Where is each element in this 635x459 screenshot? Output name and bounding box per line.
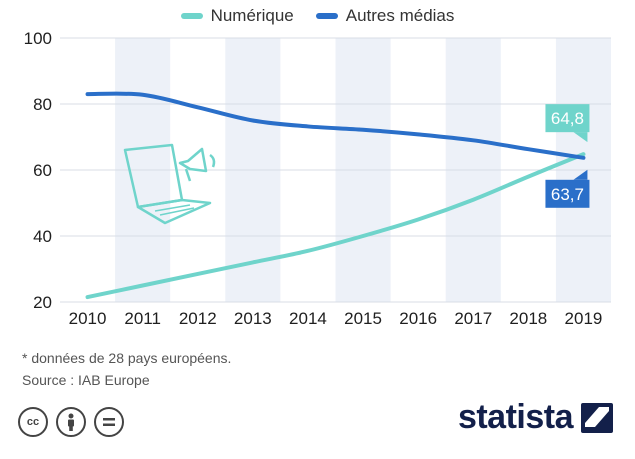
y-tick-label: 60 — [33, 161, 52, 180]
data-point — [362, 129, 364, 131]
statista-logo-icon — [581, 402, 613, 433]
data-point — [472, 199, 474, 201]
data-point — [142, 285, 144, 286]
data-point — [527, 148, 529, 150]
source-text: Source : IAB Europe — [22, 372, 150, 388]
legend-label-numerique: Numérique — [210, 6, 294, 25]
statista-logo[interactable]: statista — [458, 398, 613, 437]
data-point — [87, 93, 89, 95]
data-point — [527, 176, 529, 178]
cc-icon: cc — [18, 407, 48, 437]
data-point — [252, 261, 254, 263]
data-point — [87, 296, 89, 298]
nd-icon — [94, 407, 124, 437]
footnote-block: * données de 28 pays européens. Source :… — [22, 347, 231, 391]
legend-item-autres-medias: Autres médias — [315, 6, 455, 26]
value-label-box — [545, 104, 590, 133]
laptop-icon — [123, 143, 212, 225]
y-tick-label: 80 — [33, 95, 52, 114]
statista-wordmark: statista — [457, 398, 574, 436]
x-tick-label: 2013 — [234, 309, 272, 328]
value-label-0: 64,8 — [545, 104, 590, 143]
footnote-text: * données de 28 pays européens. — [22, 350, 232, 366]
data-point — [197, 106, 199, 108]
data-point — [307, 125, 309, 127]
x-tick-label: 2010 — [69, 309, 107, 328]
legend: Numérique Autres médias — [0, 6, 635, 26]
x-tick-label: 2019 — [565, 309, 603, 328]
legend-swatch-autres-medias — [315, 13, 338, 19]
data-point — [197, 273, 199, 275]
series-line-1 — [85, 91, 586, 160]
line-chart: 20 40 60 80 100 2010 2011 2012 2013 2014 2015 2016… — [24, 29, 611, 328]
value-label-text: 64,8 — [551, 109, 584, 128]
series-lines — [85, 91, 586, 300]
by-icon — [56, 407, 86, 437]
x-tick-label: 2016 — [399, 309, 437, 328]
y-axis-ticks: 20 40 60 80 100 — [24, 29, 52, 312]
megaphone-icon — [178, 147, 216, 182]
x-tick-label: 2015 — [344, 309, 382, 328]
legend-label-autres-medias: Autres médias — [345, 6, 455, 25]
x-tick-label: 2012 — [179, 309, 217, 328]
y-tick-label: 40 — [33, 227, 52, 246]
end-value-labels: 64,8 63,7 — [545, 104, 590, 208]
value-label-pointer — [573, 132, 588, 143]
y-tick-label: 100 — [24, 29, 52, 48]
x-tick-label: 2017 — [454, 309, 492, 328]
data-point — [582, 157, 584, 159]
x-tick-label: 2011 — [124, 309, 161, 328]
x-tick-label: 2014 — [289, 309, 327, 328]
data-point — [142, 94, 144, 96]
data-point — [362, 235, 364, 237]
gridlines — [60, 37, 611, 303]
value-label-box — [545, 179, 590, 208]
value-label-1: 63,7 — [545, 169, 590, 208]
legend-item-numerique: Numérique — [180, 6, 294, 26]
value-label-text: 63,7 — [551, 185, 584, 204]
data-point — [417, 219, 419, 220]
laptop-megaphone-illustration — [123, 143, 216, 225]
legend-swatch-numerique — [180, 13, 203, 19]
value-label-pointer — [573, 169, 588, 180]
license-icons: cc — [18, 407, 124, 437]
x-axis-ticks: 2010 2011 2012 2013 2014 2015 2016 2017 2018 2019 — [69, 309, 603, 328]
data-point — [307, 250, 309, 252]
data-point — [252, 120, 254, 121]
data-point — [582, 153, 584, 155]
y-tick-label: 20 — [33, 293, 52, 312]
x-tick-label: 2018 — [509, 309, 547, 328]
data-point — [417, 133, 419, 135]
series-line-0 — [85, 152, 586, 300]
data-point — [472, 139, 474, 141]
